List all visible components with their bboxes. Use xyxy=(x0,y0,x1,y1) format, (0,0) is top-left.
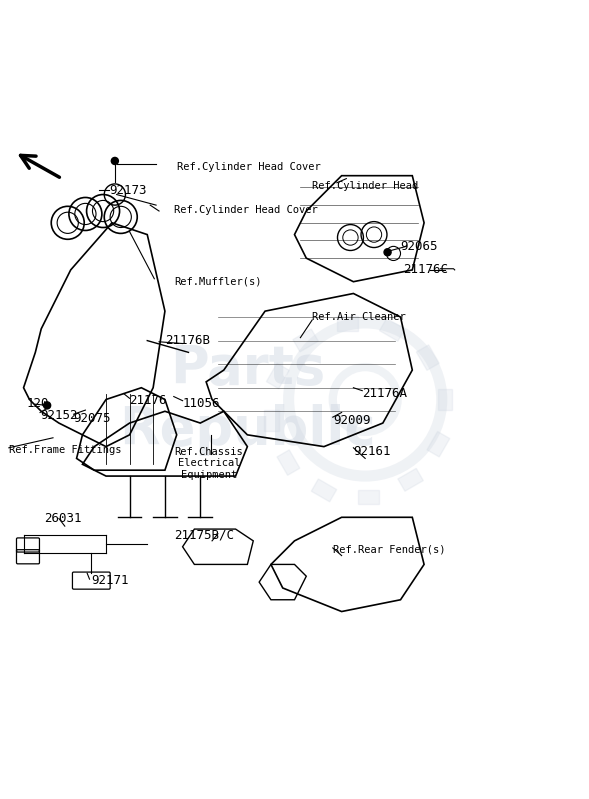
Text: 21175B/C: 21175B/C xyxy=(174,528,234,542)
Text: 26031: 26031 xyxy=(44,512,82,525)
Bar xyxy=(277,450,300,475)
Bar xyxy=(264,410,279,431)
Text: 21176: 21176 xyxy=(130,394,167,407)
Bar xyxy=(398,468,423,491)
Text: 92152: 92152 xyxy=(40,410,78,423)
Text: 92065: 92065 xyxy=(401,240,438,252)
Text: 92173: 92173 xyxy=(109,184,147,197)
Bar xyxy=(416,345,439,371)
Text: Ref.Muffler(s): Ref.Muffler(s) xyxy=(174,276,262,287)
Bar xyxy=(358,490,379,503)
Bar xyxy=(438,389,452,410)
Text: Ref.Cylinder Head Cover: Ref.Cylinder Head Cover xyxy=(174,205,317,215)
Circle shape xyxy=(111,157,118,165)
Text: 92009: 92009 xyxy=(333,414,370,427)
Circle shape xyxy=(44,402,51,409)
Bar xyxy=(427,431,450,457)
Bar xyxy=(293,329,318,352)
Text: 92171: 92171 xyxy=(91,574,129,587)
Text: 92161: 92161 xyxy=(353,445,391,458)
Text: Ref.Rear Fender(s): Ref.Rear Fender(s) xyxy=(333,545,445,555)
Text: Parts
Republic: Parts Republic xyxy=(119,344,376,455)
Bar xyxy=(311,479,337,502)
Text: Ref.Chassis
Electrical
Equipment: Ref.Chassis Electrical Equipment xyxy=(175,447,243,479)
Bar xyxy=(266,364,289,388)
Bar xyxy=(379,318,405,341)
Text: Ref.Cylinder Head Cover: Ref.Cylinder Head Cover xyxy=(177,162,320,172)
Text: 21176A: 21176A xyxy=(362,387,407,400)
Text: Ref.Cylinder Head: Ref.Cylinder Head xyxy=(312,181,418,191)
Text: 21176B: 21176B xyxy=(165,334,210,347)
Text: 120: 120 xyxy=(27,397,49,410)
Text: Ref.Air Cleaner: Ref.Air Cleaner xyxy=(312,312,406,322)
Text: 21176C: 21176C xyxy=(403,264,448,276)
Bar xyxy=(337,316,358,331)
Text: Ref.Frame Fittings: Ref.Frame Fittings xyxy=(9,444,121,455)
Text: 92075: 92075 xyxy=(74,411,111,425)
Text: 11056: 11056 xyxy=(183,397,220,410)
Circle shape xyxy=(384,248,391,256)
